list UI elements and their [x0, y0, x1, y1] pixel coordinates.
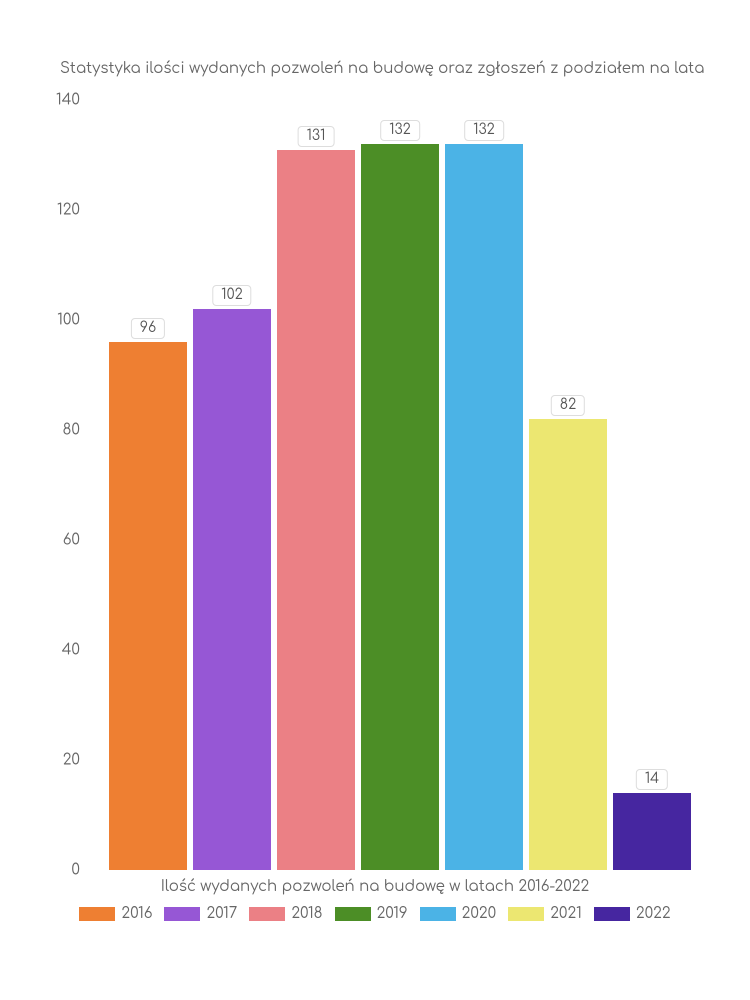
legend-label: 2019: [377, 905, 408, 922]
bar: 132: [445, 144, 523, 870]
y-tick: 100: [57, 312, 80, 329]
x-axis-label: Ilość wydanych pozwoleń na budowę w lata…: [0, 878, 750, 895]
legend-label: 2017: [206, 905, 237, 922]
y-tick: 40: [62, 642, 80, 659]
plot-area: 020406080100120140 961021311321328214: [80, 100, 700, 870]
y-tick: 60: [63, 532, 80, 549]
legend-label: 2018: [291, 905, 322, 922]
chart-title: Statystyka ilości wydanych pozwoleń na b…: [60, 60, 704, 77]
y-axis: 020406080100120140: [45, 100, 80, 870]
legend-swatch: [594, 907, 630, 921]
legend-item: 2020: [420, 905, 497, 922]
bars-group: 961021311321328214: [100, 100, 700, 870]
bar-value-label: 132: [464, 120, 504, 141]
legend-item: 2022: [594, 905, 671, 922]
y-tick: 120: [57, 202, 80, 219]
bar-value-label: 131: [298, 126, 335, 147]
bar: 102: [193, 309, 271, 870]
bar: 132: [361, 144, 439, 870]
legend-item: 2017: [164, 905, 237, 922]
bar: 131: [277, 150, 355, 871]
bar-value-label: 132: [380, 120, 420, 141]
legend-label: 2021: [550, 905, 582, 922]
legend-label: 2016: [121, 905, 152, 922]
chart-container: Statystyka ilości wydanych pozwoleń na b…: [0, 0, 750, 1000]
bar-value-label: 14: [636, 769, 668, 790]
legend: 2016 2017 2018 2019 2020 2021 2022: [0, 905, 750, 922]
legend-item: 2021: [508, 905, 582, 922]
legend-swatch: [79, 907, 115, 921]
bar-value-label: 96: [131, 318, 165, 339]
bar-value-label: 82: [551, 395, 585, 416]
legend-swatch: [164, 907, 200, 921]
legend-item: 2016: [79, 905, 152, 922]
bar-value-label: 102: [212, 285, 251, 306]
legend-swatch: [335, 907, 371, 921]
y-tick: 20: [63, 752, 80, 769]
y-tick: 0: [71, 862, 80, 879]
y-tick: 140: [56, 92, 80, 109]
legend-swatch: [249, 907, 285, 921]
legend-label: 2022: [636, 905, 671, 922]
bar: 96: [109, 342, 187, 870]
y-tick: 80: [63, 422, 80, 439]
bar: 82: [529, 419, 607, 870]
legend-swatch: [508, 907, 544, 921]
legend-item: 2018: [249, 905, 322, 922]
legend-item: 2019: [335, 905, 408, 922]
legend-label: 2020: [462, 905, 497, 922]
bar: 14: [613, 793, 691, 870]
legend-swatch: [420, 907, 456, 921]
